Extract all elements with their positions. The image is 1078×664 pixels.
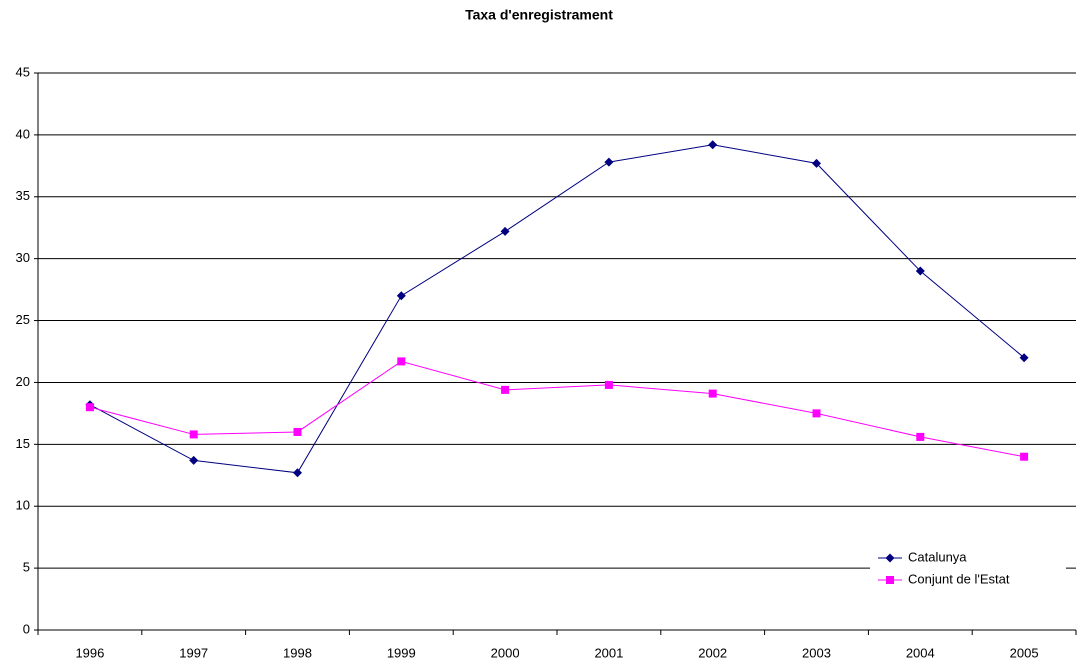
point [708,389,717,398]
point [293,468,302,478]
point [189,430,198,439]
x-tick-label: 1996 [75,645,104,660]
legend-label: Catalunya [908,549,967,564]
point [604,157,614,167]
point [85,403,94,412]
point [189,455,199,465]
point [604,380,613,389]
y-tick-label: 5 [23,560,30,575]
point [397,357,406,366]
x-tick-label: 2001 [594,645,623,660]
y-tick-label: 10 [16,498,30,513]
series-line [89,360,1025,458]
point [812,409,821,418]
x-tick-label: 2002 [698,645,727,660]
x-tick-label: 2000 [491,645,520,660]
point [916,432,925,441]
x-tick-label: 1997 [179,645,208,660]
legend-label: Conjunt de l'Estat [908,571,1010,586]
legend-box [870,544,1066,600]
chart-title: Taxa d'enregistrament [465,7,613,23]
series-line [89,144,1025,474]
y-tick-label: 35 [16,188,30,203]
x-tick-label: 1999 [387,645,416,660]
legend-marker [886,576,894,584]
point [293,427,302,436]
point [500,226,510,236]
point [501,385,510,394]
point [812,158,821,168]
legend-marker [885,553,895,563]
point [708,140,718,150]
x-tick-label: 1998 [283,645,312,660]
point [1019,353,1029,363]
point [396,291,406,301]
x-tick-label: 2004 [906,645,935,660]
legend: Catalunya Conjunt de l'Estat [870,544,1066,600]
point [1020,452,1029,461]
x-tick-label: 2003 [802,645,831,660]
point [915,266,925,276]
x-tick-label: 2005 [1010,645,1039,660]
y-tick-label: 15 [16,436,30,451]
y-tick-label: 30 [16,250,30,265]
y-tick-label: 0 [23,621,30,636]
y-tick-label: 40 [16,126,30,141]
y-tick-label: 25 [16,312,30,327]
y-tick-label: 45 [16,64,30,79]
y-tick-label: 20 [16,374,30,389]
